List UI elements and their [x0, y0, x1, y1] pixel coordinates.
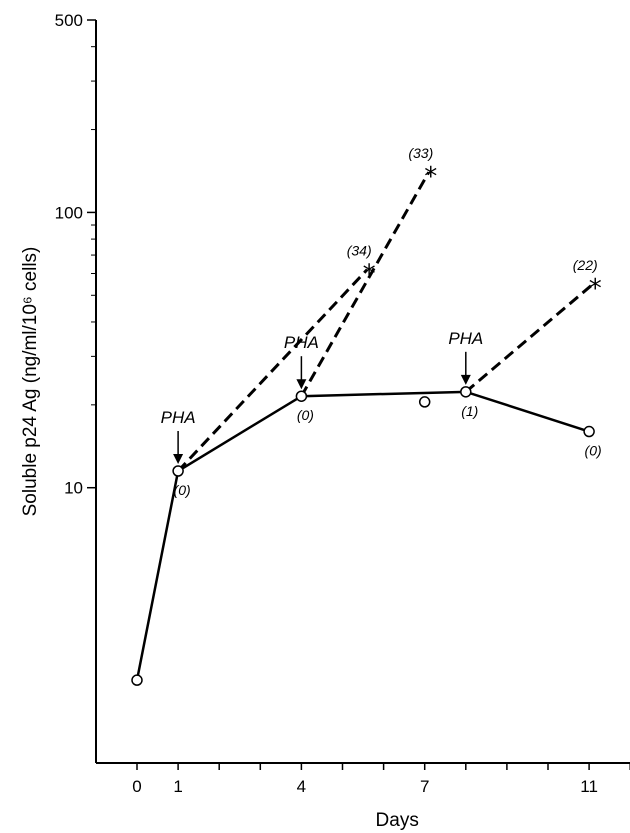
axes: 0 1 4 7 11 10 100 500	[55, 11, 630, 796]
data-point	[295, 390, 308, 402]
pha-arrow-head	[173, 454, 184, 465]
data-point	[131, 674, 143, 686]
point-label: (0)	[174, 482, 191, 498]
solid-series-line	[135, 390, 590, 681]
y-axis-title: Soluble p24 Ag (ng/ml/10⁶ cells)	[20, 247, 41, 517]
dashed-series-line	[177, 268, 369, 473]
y-tick-label: 10	[64, 479, 83, 498]
data-point	[418, 396, 431, 408]
pha-annotation: PHA	[284, 333, 319, 352]
pha-annotation: PHA	[448, 329, 483, 348]
x-tick-label: 4	[297, 777, 306, 796]
x-tick-label: 7	[420, 777, 429, 796]
x-tick-label: 11	[580, 777, 598, 796]
point-label: (0)	[297, 407, 314, 423]
y-tick-label: 500	[55, 11, 83, 30]
y-tick-label: 100	[55, 203, 83, 222]
data-point	[172, 465, 184, 477]
point-label: (22)	[573, 257, 598, 273]
point-label: (1)	[461, 403, 478, 419]
x-tick-label: 1	[173, 777, 182, 796]
asterisk-marker: *	[589, 274, 602, 304]
dashed-series-line	[464, 282, 595, 393]
point-label: (0)	[585, 443, 602, 459]
point-label: (33)	[408, 145, 433, 161]
dashed-series-line	[300, 171, 431, 397]
point-label: (34)	[347, 243, 372, 259]
pha-annotation: PHA	[161, 408, 196, 427]
data-point	[583, 425, 595, 438]
asterisk-marker: *	[424, 162, 437, 192]
x-axis-title: Days	[376, 810, 419, 831]
data-point	[460, 386, 472, 398]
pha-arrow-head	[460, 374, 471, 385]
x-tick-label: 0	[132, 777, 141, 796]
pha-arrow-head	[296, 379, 307, 390]
